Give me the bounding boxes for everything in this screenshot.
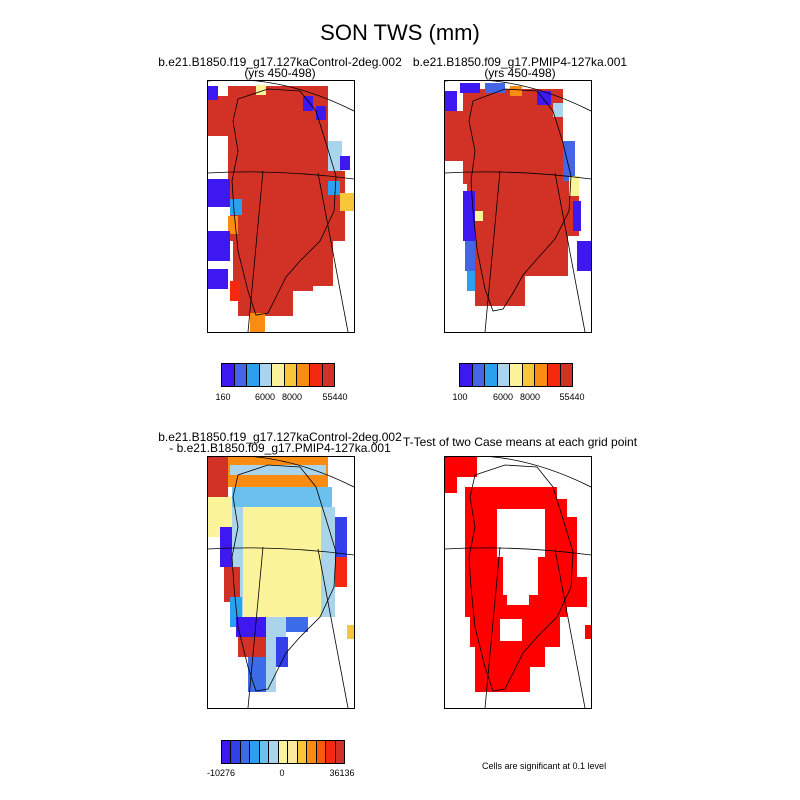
map-outlines	[208, 457, 354, 708]
coastal-cells	[445, 83, 591, 291]
colorbar-swatch	[250, 741, 260, 763]
not-significant-areas	[497, 487, 567, 641]
map-outlines	[445, 457, 591, 708]
significance-note: Cells are significant at 0.1 level	[482, 761, 607, 771]
panel-title-difference: b.e21.B1850.f19_g17.127kaControl-2deg.00…	[140, 430, 420, 455]
panel-title-line2: - b.e21.B1850.f09_g17.PMIP4-127ka.001	[169, 441, 391, 455]
colorbar-swatch	[269, 741, 279, 763]
colorbar-swatch	[247, 364, 260, 386]
panel-title-line1: b.e21.B1850.f19_g17.127kaControl-2deg.00…	[158, 55, 402, 69]
colorbar-swatch	[307, 741, 317, 763]
colorbar-tick-label: 6000	[254, 392, 276, 402]
panel-title-line2: (yrs 450-498)	[244, 66, 316, 80]
colorbar-swatch	[510, 364, 523, 386]
colorbar-swatch	[535, 364, 548, 386]
colorbar-control	[221, 363, 335, 387]
colorbar-swatch	[326, 741, 336, 763]
panel-title-line2: (yrs 450-498)	[484, 66, 556, 80]
colorbar-swatch	[460, 364, 473, 386]
colorbar-swatch	[522, 364, 536, 386]
map-control	[208, 81, 354, 332]
colorbar-swatch	[322, 364, 335, 386]
map-panel-control	[207, 80, 355, 333]
map-pmip4	[445, 81, 591, 332]
colorbar-swatch	[278, 741, 289, 763]
colorbar-swatch	[497, 364, 511, 386]
colorbar-swatch	[547, 364, 561, 386]
coastal-cells	[208, 85, 354, 332]
map-panel-difference	[207, 456, 355, 709]
colorbar-swatch	[297, 741, 308, 763]
colorbar-swatch	[272, 364, 285, 386]
colorbar-swatch	[231, 741, 241, 763]
colorbar-swatch	[288, 741, 298, 763]
panel-title-line1: b.e21.B1850.f09_g17.PMIP4-127ka.001	[412, 55, 628, 69]
colorbar-tick-label: 36136	[329, 768, 355, 778]
colorbar-tick-label: 6000	[492, 392, 514, 402]
panel-title-line1: b.e21.B1850.f19_g17.127kaControl-2deg.00…	[158, 430, 402, 444]
colorbar-swatch	[335, 741, 345, 763]
colorbar-tick-label: 160	[215, 392, 231, 402]
colorbar-swatch	[485, 364, 498, 386]
figure-title: SON TWS (mm)	[320, 20, 480, 45]
colorbar-pmip4	[459, 363, 573, 387]
colorbar-swatch	[240, 741, 251, 763]
difference-field	[208, 457, 354, 692]
colorbar-swatch	[560, 364, 573, 386]
colorbar-swatch	[297, 364, 310, 386]
map-ttest	[445, 457, 591, 708]
colorbar-tick-label: 8000	[281, 392, 303, 402]
colorbar-tick-label: 100	[452, 392, 468, 402]
map-outlines	[208, 81, 354, 332]
map-panel-ttest	[444, 456, 592, 709]
colorbar-swatch	[234, 364, 248, 386]
panel-title-line1: T-Test of two Case means at each grid po…	[402, 435, 638, 449]
map-panel-pmip4	[444, 80, 592, 333]
colorbar-tick-label: 55440	[322, 392, 348, 402]
map-outlines	[445, 81, 591, 332]
panel-title-control: b.e21.B1850.f19_g17.127kaControl-2deg.00…	[140, 55, 420, 80]
colorbar-swatch	[472, 364, 486, 386]
map-difference	[208, 457, 354, 708]
colorbar-swatch	[284, 364, 298, 386]
colorbar-swatch	[259, 364, 273, 386]
colorbar-difference	[221, 740, 345, 764]
colorbar-tick-label: 55440	[559, 392, 585, 402]
colorbar-swatch	[316, 741, 327, 763]
panel-title-pmip4: b.e21.B1850.f09_g17.PMIP4-127ka.001 (yrs…	[380, 55, 660, 80]
panel-title-ttest: T-Test of two Case means at each grid po…	[380, 435, 660, 449]
colorbar-swatch	[259, 741, 270, 763]
colorbar-swatch	[222, 741, 232, 763]
colorbar-swatch	[309, 364, 323, 386]
colorbar-tick-label: 8000	[519, 392, 541, 402]
colorbar-tick-label: -10276	[206, 768, 236, 778]
colorbar-tick-label: 0	[279, 768, 285, 778]
colorbar-swatch	[222, 364, 235, 386]
